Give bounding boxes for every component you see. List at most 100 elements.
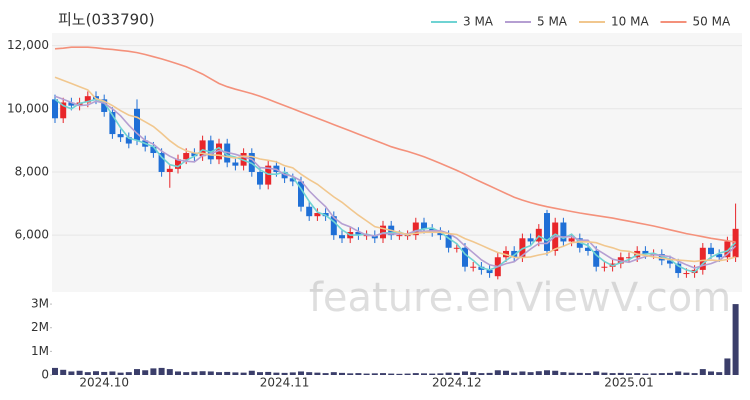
volume-bar	[363, 373, 370, 375]
candle-body	[568, 238, 575, 242]
volume-bar	[257, 372, 263, 375]
candle-body	[593, 250, 600, 267]
y-tick-label: 6,000	[15, 228, 49, 242]
volume-bar	[462, 371, 468, 375]
candle-body	[166, 168, 173, 172]
candle-body	[601, 266, 608, 268]
candle-body	[60, 102, 67, 119]
volume-bar	[314, 372, 321, 375]
chart-title: 피노(033790)	[58, 11, 155, 29]
volume-bar	[248, 370, 255, 375]
volume-bar	[60, 369, 67, 375]
candle-body	[380, 225, 386, 239]
candle-body	[453, 247, 460, 249]
volume-bar	[52, 367, 58, 375]
candle-body	[626, 257, 632, 259]
volume-bar	[166, 369, 173, 375]
volume-bar	[371, 373, 378, 375]
candle-body	[191, 153, 198, 157]
volume-bar	[732, 304, 739, 375]
legend-label: 50 MA	[693, 15, 731, 29]
volume-bar	[183, 372, 190, 375]
candle-body	[486, 269, 493, 274]
volume-bar	[117, 372, 124, 375]
volume-bar	[330, 372, 337, 375]
volume-bar	[380, 373, 386, 375]
volume-bar	[716, 372, 723, 375]
candle-body	[232, 162, 239, 166]
volume-bar	[544, 370, 550, 375]
candle-body	[683, 273, 690, 275]
candle-body	[396, 235, 403, 237]
volume-tick-label: 0	[41, 368, 49, 382]
volume-bar	[93, 371, 99, 375]
volume-bar	[216, 372, 222, 375]
volume-bar	[109, 371, 116, 375]
legend-label: 10 MA	[611, 15, 649, 29]
candle-body	[527, 238, 534, 242]
volume-bar	[675, 371, 682, 375]
volume-bar	[175, 371, 181, 375]
candle-body	[462, 247, 468, 267]
y-tick-label: 12,000	[7, 38, 49, 52]
volume-bar	[404, 373, 411, 375]
candle-body	[265, 165, 272, 185]
volume-bar	[101, 371, 108, 375]
volume-bar	[585, 373, 591, 375]
candle-body	[175, 159, 181, 169]
candle-body	[134, 108, 140, 141]
ma-line	[54, 98, 737, 273]
candle-body	[183, 153, 190, 160]
candle-body	[339, 235, 345, 239]
ma-line	[54, 95, 737, 269]
y-tick-label: 10,000	[7, 101, 49, 115]
candle-body	[355, 231, 362, 236]
volume-bar	[158, 367, 165, 375]
candle-body	[306, 206, 313, 217]
candle-body	[519, 238, 526, 258]
candle-body	[109, 111, 116, 135]
candle-body	[667, 260, 673, 264]
candle-body	[642, 250, 649, 255]
x-tick-label: 2024.11	[260, 376, 310, 390]
volume-bar	[339, 372, 345, 375]
candle-body	[68, 102, 75, 106]
x-tick-label: 2024.10	[79, 376, 129, 390]
candle-body	[585, 247, 591, 251]
volume-bar	[306, 372, 313, 375]
volume-bar	[445, 372, 452, 375]
candle-body	[248, 153, 255, 172]
volume-bar	[527, 372, 534, 375]
candle-body	[421, 222, 427, 229]
candle-body	[216, 143, 222, 160]
volume-bar	[552, 370, 559, 375]
volume-bar	[412, 373, 419, 375]
volume-bar	[265, 371, 272, 375]
candle-body	[101, 99, 108, 112]
volume-bar	[658, 373, 665, 375]
candle-body	[257, 171, 263, 185]
volume-bar	[568, 372, 575, 375]
volume-bar	[453, 372, 460, 375]
volume-bar	[68, 371, 75, 375]
volume-bar	[273, 372, 280, 375]
volume-bar	[142, 370, 149, 375]
volume-bar	[683, 372, 690, 375]
candle-body	[207, 140, 214, 160]
volume-bar	[224, 371, 231, 375]
candle-body	[560, 222, 567, 242]
candle-body	[535, 228, 542, 242]
volume-bar	[560, 372, 567, 375]
volume-bar	[576, 372, 583, 375]
volume-bar	[593, 371, 600, 375]
volume-bar	[626, 373, 632, 375]
volume-bar	[617, 372, 624, 375]
candle-body	[675, 263, 682, 274]
volume-bar	[134, 369, 140, 375]
volume-tick-label: 2M	[31, 320, 49, 334]
volume-bar	[150, 368, 157, 375]
volume-bar	[519, 371, 526, 375]
volume-bar	[84, 372, 91, 375]
volume-bar	[347, 373, 354, 375]
